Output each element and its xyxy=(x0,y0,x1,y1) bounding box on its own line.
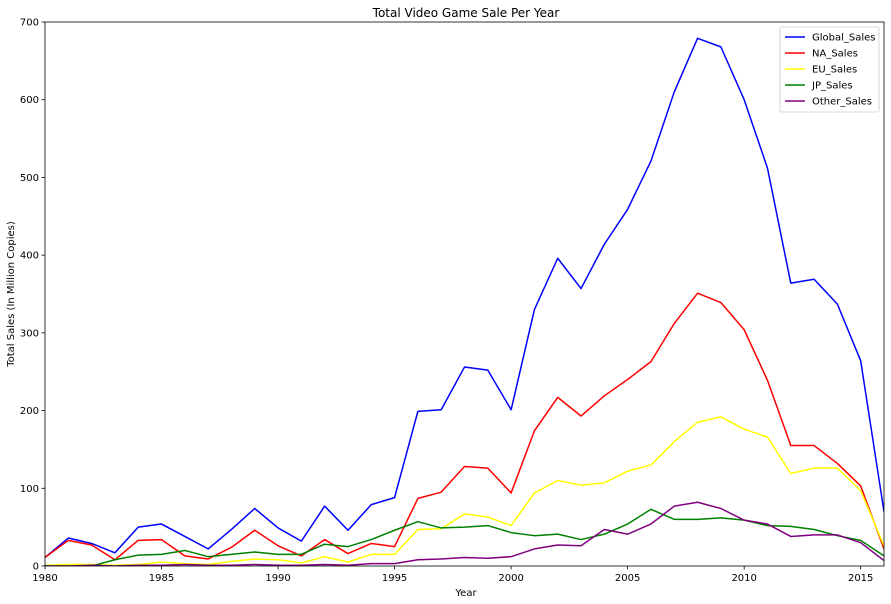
series-line-eu-sales xyxy=(45,416,884,566)
legend-label: JP_Sales xyxy=(811,81,853,92)
plot-frame xyxy=(44,21,885,567)
y-tick-label: 700 xyxy=(20,18,39,29)
y-tick-label: 100 xyxy=(20,484,39,495)
series-line-other-sales xyxy=(45,501,884,566)
y-axis-label: Total Sales (In Million Copies) xyxy=(6,221,17,368)
y-tick-label: 200 xyxy=(20,406,39,417)
x-tick-label: 2015 xyxy=(848,573,873,584)
legend: Global_Sales NA_Sales EU_Sales JP_Sales Othe… xyxy=(779,26,880,113)
series-line-na-sales xyxy=(45,292,884,561)
legend-box xyxy=(779,26,880,113)
x-tick-label: 2000 xyxy=(498,573,523,584)
y-tick-label: 0 xyxy=(33,562,39,573)
plot-area: 1980 1985 1990 1995 2000 2005 2010 2015 0 100 200 3… xyxy=(20,18,885,584)
x-tick-label: 2005 xyxy=(615,573,640,584)
legend-label: NA_Sales xyxy=(812,49,858,60)
x-tick-label: 1980 xyxy=(32,573,57,584)
y-tick-label: 300 xyxy=(20,328,39,339)
series-lines xyxy=(45,37,884,566)
x-tick-label: 1985 xyxy=(149,573,174,584)
y-tick-label: 500 xyxy=(20,173,39,184)
y-tick-label: 600 xyxy=(20,95,39,106)
chart-title: Total Video Game Sale Per Year xyxy=(372,6,560,20)
x-tick-label: 1995 xyxy=(382,573,407,584)
x-tick-label: 2010 xyxy=(731,573,756,584)
x-axis-label: Year xyxy=(454,588,477,599)
x-tick-label: 1990 xyxy=(265,573,290,584)
legend-label: Global_Sales xyxy=(812,33,876,44)
series-line-global-sales xyxy=(45,37,884,559)
legend-label: EU_Sales xyxy=(812,65,857,76)
y-tick-label: 400 xyxy=(20,251,39,262)
legend-label: Other_Sales xyxy=(812,97,872,108)
